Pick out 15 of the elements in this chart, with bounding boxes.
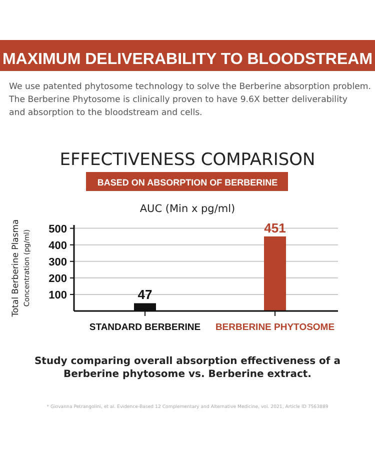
x-tick-label: STANDARD BERBERINE — [89, 322, 201, 333]
text: AUC (Min x pg/ml) — [140, 203, 236, 215]
chart-subtitle: BASED ON ABSORPTION OF BERBERINE — [97, 178, 278, 188]
text: MAXIMUM DELIVERABILITY TO BLOODSTREAM — [2, 51, 373, 68]
data-label: 47 — [138, 287, 152, 302]
y-tick-label: 500 — [48, 223, 67, 236]
data-label: 451 — [264, 220, 286, 236]
y-tick-label: 400 — [48, 240, 67, 252]
y-tick-label: 300 — [48, 256, 67, 268]
x-tick-label: BERBERINE PHYTOSOME — [215, 322, 335, 333]
text: We use patented phytosome technology to solve the Berberine absorption problem. The Berberine Phytosome is clinically proven to have 9.6X better deliverability and absorption to the bloodstream and cells. — [8, 82, 372, 118]
y-tick-label: 200 — [48, 272, 67, 285]
chart-title: EFFECTIVENESS COMPARISON — [60, 150, 316, 170]
y-tick-label: 100 — [48, 289, 67, 302]
text: Study comparing overall absorption effectiveness of a Berberine phytosome vs. Berberine extract. — [34, 356, 341, 380]
